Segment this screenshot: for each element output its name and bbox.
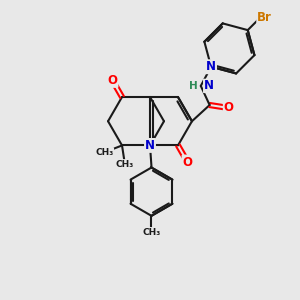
Text: O: O bbox=[107, 74, 118, 87]
Text: N: N bbox=[206, 60, 216, 73]
Text: O: O bbox=[182, 155, 193, 169]
Text: N: N bbox=[145, 139, 155, 152]
Text: O: O bbox=[224, 101, 234, 115]
Text: CH₃: CH₃ bbox=[116, 160, 134, 169]
Text: Br: Br bbox=[257, 11, 272, 24]
Text: H: H bbox=[188, 81, 197, 91]
Text: CH₃: CH₃ bbox=[142, 227, 160, 236]
Text: N: N bbox=[204, 80, 214, 92]
Text: CH₃: CH₃ bbox=[95, 148, 114, 157]
